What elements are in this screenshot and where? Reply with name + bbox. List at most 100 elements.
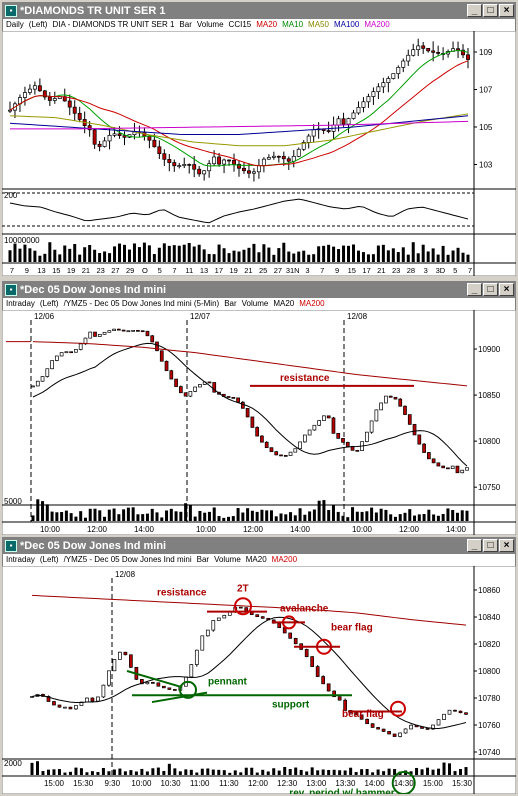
candle — [192, 164, 197, 170]
volume-bar — [137, 247, 141, 262]
volume-bar — [262, 244, 266, 262]
volume-bar — [371, 254, 375, 262]
candle — [85, 697, 89, 703]
candle — [92, 129, 97, 145]
volume-bar — [60, 512, 64, 521]
volume-bar — [63, 245, 67, 262]
chart-frame — [2, 31, 516, 276]
volume-bar — [134, 771, 138, 775]
intraday-annotated-chart[interactable]: 10860 10840 10820 10800 10780 10760 10740 12/08… — [2, 566, 516, 794]
volume-bar — [460, 510, 464, 521]
volume-bar — [167, 245, 171, 262]
close-button[interactable]: × — [499, 539, 514, 552]
candle — [247, 170, 251, 174]
minimize-button[interactable]: _ — [467, 539, 482, 552]
volume-bar — [355, 511, 359, 521]
daily-price-chart[interactable]: 109 107 105 103 200 10000000 7 9 13 15 19 21 23 27 29 O… — [2, 31, 516, 276]
candle — [407, 414, 412, 425]
close-button[interactable]: × — [499, 283, 514, 296]
volume-bar — [302, 250, 306, 262]
volume-bar — [331, 504, 335, 521]
close-button[interactable]: × — [499, 4, 514, 17]
x-tick-label: 10:00 — [40, 525, 61, 534]
legend-item: Intraday — [6, 299, 35, 308]
candle — [393, 396, 398, 400]
candle — [157, 146, 162, 155]
candle — [293, 637, 298, 645]
cci-label: 200 — [4, 191, 18, 200]
candle — [406, 54, 411, 62]
x-tick-label: 15:00 — [44, 779, 65, 788]
volume-label: 2000 — [4, 759, 22, 768]
volume-bar — [255, 772, 259, 775]
candle — [45, 368, 50, 377]
chart-window-icon: ▪ — [5, 4, 17, 17]
minimize-button[interactable]: _ — [467, 4, 482, 17]
volume-bar — [448, 763, 452, 775]
footer-label: rev. period w/ hammer — [289, 788, 395, 794]
volume-bar — [90, 771, 94, 775]
volume-bar — [284, 514, 288, 521]
y-tick-label: 109 — [479, 48, 493, 57]
chart-legend: Intraday (Left) /YMZ5 - Dec 05 Dow Jones I… — [2, 554, 516, 566]
candle — [145, 330, 150, 337]
chart-frame — [2, 566, 516, 794]
chart-frame — [2, 310, 516, 535]
bear-flag-label: bear flag — [331, 623, 373, 634]
candle — [416, 45, 421, 51]
volume-bar — [112, 769, 116, 775]
intraday-5min-chart[interactable]: 10900 10850 10800 10750 12/06 12/07 12/08 resis… — [2, 310, 516, 535]
maximize-button[interactable]: □ — [483, 539, 498, 552]
candle — [78, 343, 83, 350]
title-bar[interactable]: ▪ *Dec 05 Dow Jones Ind mini _ □ × — [2, 281, 516, 298]
candle — [112, 133, 117, 136]
candle — [366, 96, 371, 103]
title-bar[interactable]: ▪ *DIAMONDS TR UNIT SER 1 _ □ × — [2, 2, 516, 19]
x-tick-label: 15 — [52, 266, 60, 275]
candle — [365, 718, 369, 725]
volume-bar — [351, 507, 355, 521]
candle — [197, 168, 202, 175]
volume-bar — [228, 772, 232, 775]
candle — [193, 386, 198, 392]
volume-bar — [227, 516, 231, 521]
volume-bar — [420, 769, 424, 775]
candle — [431, 50, 436, 53]
window-title: *DIAMONDS TR UNIT SER 1 — [20, 4, 166, 17]
x-tick-label: 7 — [172, 266, 176, 275]
volume-bar — [336, 511, 340, 521]
two-top-circle — [234, 597, 252, 616]
volume-bar — [217, 244, 221, 262]
date-label: 12/06 — [34, 312, 55, 321]
x-tick-label: 12:00 — [243, 525, 264, 534]
minimize-button[interactable]: _ — [467, 283, 482, 296]
candle — [72, 106, 77, 114]
maximize-button[interactable]: □ — [483, 4, 498, 17]
candle — [422, 443, 426, 453]
volume-bar — [387, 768, 391, 775]
candle — [260, 435, 264, 443]
candle — [167, 687, 172, 690]
volume-bar — [58, 254, 62, 262]
volume-bar — [136, 514, 140, 521]
volume-bar — [459, 769, 463, 775]
title-bar[interactable]: ▪ *Dec 05 Dow Jones Ind mini _ □ × — [2, 537, 516, 554]
candle — [151, 682, 155, 684]
maximize-button[interactable]: □ — [483, 283, 498, 296]
resistance-label: resistance — [280, 373, 330, 384]
hammer-circle — [391, 771, 416, 794]
candle — [255, 427, 260, 437]
volume-bar — [461, 252, 465, 262]
volume-bar — [195, 772, 199, 775]
candle — [341, 118, 346, 125]
candle — [455, 465, 460, 474]
bear-flag-label: bear flag — [342, 709, 384, 720]
volume-bar — [35, 761, 39, 775]
candle — [74, 349, 78, 353]
candle — [312, 424, 317, 431]
date-label: 12/08 — [347, 312, 368, 321]
candle — [182, 164, 187, 166]
candle — [461, 49, 465, 56]
volume-bar — [236, 508, 240, 521]
volume-bar — [376, 769, 380, 775]
